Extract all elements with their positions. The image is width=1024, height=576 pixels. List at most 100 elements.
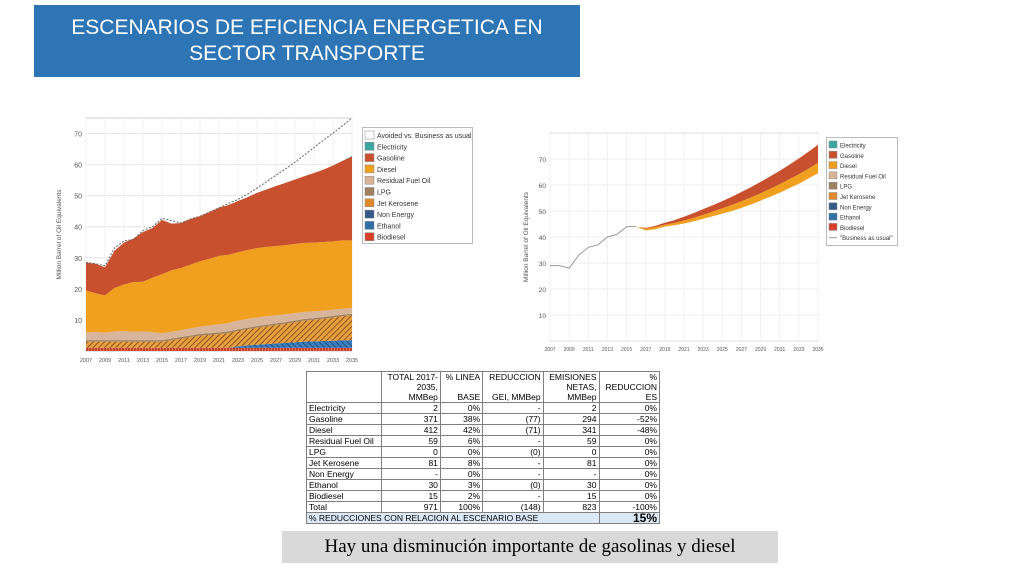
footer-value: 15% [598, 512, 660, 524]
legend-swatch [828, 151, 838, 159]
x-tick-label: 2033 [327, 358, 339, 364]
legend-label: Biodiesel [840, 226, 864, 232]
table-header-cell: TOTAL 2017- [380, 371, 441, 382]
legend-label: Jet Kerosene [840, 195, 876, 201]
x-tick-label: 2023 [698, 347, 709, 353]
x-tick-label: 2007 [80, 358, 92, 364]
table-cell: 0% [439, 468, 484, 480]
table-cell: 412 [380, 424, 441, 436]
x-tick-label: 2029 [289, 358, 301, 364]
legend-label: Diesel [840, 164, 857, 170]
table-row: Jet Kerosene 81 8% -81 0% [306, 457, 660, 469]
table-cell: 971 [380, 501, 441, 513]
legend-swatch [364, 142, 375, 151]
table-cell: 100% [439, 501, 484, 513]
table-row: Non Energy -0% - -0% [306, 468, 660, 480]
y-tick-label: 60 [539, 183, 547, 190]
table-cell: 15 [542, 490, 600, 502]
y-tick-label: 50 [74, 194, 82, 201]
y-tick-label: 20 [74, 287, 82, 294]
table-header-cell [306, 392, 382, 403]
table-cell: (0) [482, 446, 544, 458]
table-cell: 15 [380, 490, 441, 502]
table-cell: 59 [542, 435, 600, 447]
table-cell: 0 [380, 446, 441, 458]
table-header-cell: MMBep [542, 392, 600, 403]
table-header-cell: REDUCCION [482, 371, 544, 382]
x-tick-label: 2031 [774, 347, 785, 353]
table-header-cell: REDUCCION [598, 382, 660, 392]
legend-box [826, 137, 898, 246]
row-label: Total [306, 501, 382, 513]
area-jet-kerosene [86, 315, 352, 348]
x-tick-label: 2023 [232, 358, 244, 364]
legend-label: Ethanol [840, 216, 860, 222]
caption-text: Hay una disminución importante de gasoli… [324, 536, 736, 557]
table-cell: 0% [598, 446, 660, 458]
legend-swatch [828, 140, 838, 149]
y-tick-label: 10 [74, 318, 82, 325]
y-tick-label: 60 [74, 163, 82, 170]
legend-swatch [364, 175, 375, 185]
table-cell: 341 [542, 424, 600, 436]
x-tick-label: 2027 [270, 358, 282, 364]
legend-label: Gasoline [840, 154, 864, 160]
table-cell: 3% [439, 479, 484, 491]
y-tick-label: 30 [74, 256, 82, 263]
row-label: Biodiesel [306, 490, 382, 502]
table-row: Electricity 2 0% -2 0% [306, 402, 660, 414]
table-cell: 2 [542, 402, 600, 414]
legend-swatch [828, 171, 838, 180]
table-cell: 42% [439, 424, 484, 436]
table-header-row: MMBep BASE GEI, MMBep MMBep ES [306, 392, 660, 403]
table-cell: 30 [380, 479, 441, 491]
legend-swatch [364, 209, 375, 219]
y-axis-label: Million Barrel of Oil Equivalents [523, 191, 530, 282]
legend-label: Residual Fuel Oil [377, 178, 431, 185]
table-header-row: TOTAL 2017-% LINEA REDUCCION EMISIONES% [306, 371, 660, 382]
row-label: Residual Fuel Oil [306, 435, 382, 447]
table-cell: (0) [482, 479, 544, 491]
legend-swatch [364, 232, 375, 241]
legend-swatch [364, 153, 375, 162]
x-tick-label: 2019 [659, 347, 670, 353]
legend-swatch [828, 202, 838, 211]
x-tick-label: 2009 [99, 358, 111, 364]
legend-label: LPG [377, 190, 391, 197]
area-biodiesel [86, 347, 352, 351]
row-label: Ethanol [306, 479, 382, 491]
table-cell: (77) [482, 413, 544, 425]
legend-label: Avoided vs. Business as usual [377, 133, 472, 140]
x-tick-label: 2021 [678, 347, 689, 353]
table-row: LPG 0 0% (0) 0 0% [306, 446, 660, 458]
table-cell: 0 [542, 446, 600, 458]
x-tick-label: 2017 [640, 347, 651, 353]
x-tick-label: 2021 [213, 358, 225, 364]
table-cell: 2 [380, 402, 441, 414]
legend-swatch [828, 223, 838, 231]
x-tick-label: 2013 [602, 347, 613, 353]
row-label: Jet Kerosene [306, 457, 382, 469]
table-cell: 0% [598, 490, 660, 502]
slide-caption: Hay una disminución importante de gasoli… [282, 531, 778, 563]
history-line [550, 226, 637, 269]
area-diesel [86, 240, 352, 334]
table-footer-row: % REDUCCIONES CON RELACION AL ESCENARIO … [306, 512, 660, 524]
x-tick-label: 2025 [251, 358, 263, 364]
efficiency-scenario-chart: 10 20 30 40 50 60 70 2007 2009 2011 2013 2015 2017 20… [56, 117, 358, 364]
x-tick-label: 2011 [583, 347, 594, 353]
x-tick-label: 2013 [137, 358, 149, 364]
table-row: Ethanol 30 3% (0) 30 0% [306, 479, 660, 491]
table-cell: (148) [482, 501, 544, 513]
table-cell: 0% [598, 479, 660, 491]
y-tick-label: 70 [539, 157, 547, 164]
y-tick-label: 40 [74, 225, 82, 232]
y-tick-label: 10 [539, 313, 547, 320]
table-cell: 38% [439, 413, 484, 425]
y-tick-label: 20 [539, 287, 547, 294]
x-tick-label: 2015 [156, 358, 168, 364]
legend-box [362, 127, 473, 244]
legend-label: Electricity [377, 144, 407, 151]
x-tick-label: 2017 [175, 358, 187, 364]
legend-label: Gasoline [377, 156, 405, 163]
